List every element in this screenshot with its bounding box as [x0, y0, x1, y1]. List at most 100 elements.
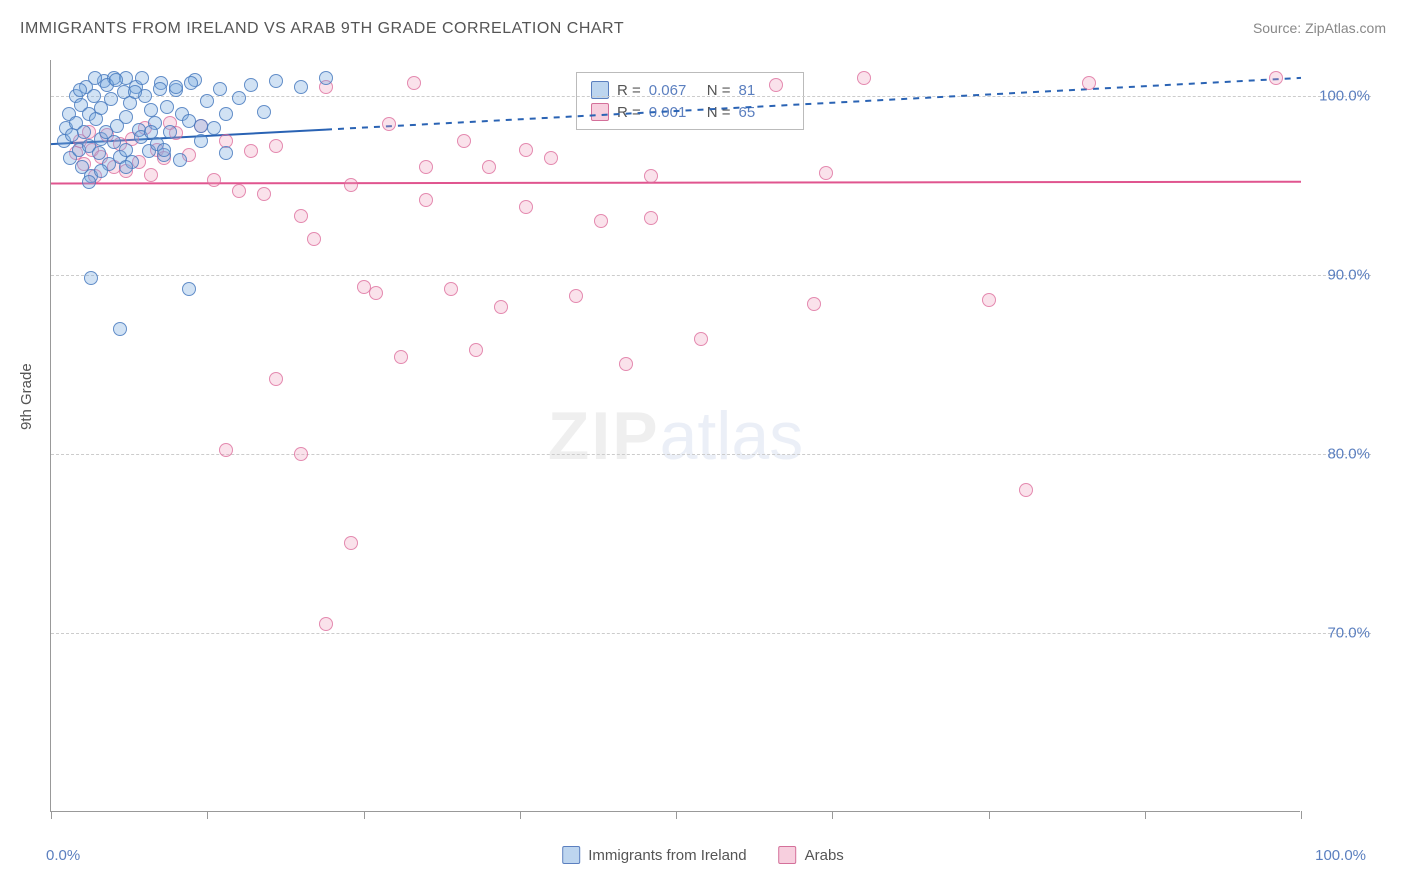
- scatter-point-series2: [419, 193, 433, 207]
- y-tick-label: 80.0%: [1306, 445, 1370, 462]
- y-tick-label: 70.0%: [1306, 624, 1370, 641]
- scatter-point-series1: [160, 100, 174, 114]
- scatter-point-series1: [194, 134, 208, 148]
- scatter-point-series2: [244, 144, 258, 158]
- scatter-point-series1: [82, 175, 96, 189]
- scatter-point-series2: [1082, 76, 1096, 90]
- scatter-point-series2: [644, 211, 658, 225]
- plot-area: ZIPatlas R = 0.067 N = 81 R = 0.001 N = …: [50, 60, 1300, 812]
- scatter-point-series1: [153, 82, 167, 96]
- scatter-point-series1: [219, 146, 233, 160]
- chart-title: IMMIGRANTS FROM IRELAND VS ARAB 9TH GRAD…: [20, 20, 624, 38]
- x-tick: [1145, 811, 1146, 819]
- trend-dashed-series1: [326, 78, 1301, 130]
- scatter-point-series2: [544, 151, 558, 165]
- x-tick: [676, 811, 677, 819]
- scatter-point-series1: [128, 85, 142, 99]
- scatter-point-series2: [694, 332, 708, 346]
- scatter-point-series1: [119, 110, 133, 124]
- scatter-point-series2: [269, 139, 283, 153]
- x-axis-max-label: 100.0%: [1315, 847, 1366, 864]
- scatter-point-series2: [482, 160, 496, 174]
- y-axis-label: 9th Grade: [18, 363, 35, 430]
- scatter-point-series1: [84, 271, 98, 285]
- x-tick: [832, 811, 833, 819]
- scatter-point-series1: [77, 125, 91, 139]
- legend-item-series1: Immigrants from Ireland: [562, 846, 746, 864]
- scatter-point-series1: [94, 164, 108, 178]
- scatter-point-series2: [382, 117, 396, 131]
- scatter-point-series2: [982, 293, 996, 307]
- legend-swatch-series1-icon: [562, 846, 580, 864]
- x-axis-min-label: 0.0%: [46, 847, 80, 864]
- bottom-legend: Immigrants from Ireland Arabs: [562, 846, 844, 864]
- scatter-point-series1: [213, 82, 227, 96]
- source-attribution: Source: ZipAtlas.com: [1253, 20, 1386, 36]
- scatter-point-series1: [294, 80, 308, 94]
- scatter-point-series2: [407, 76, 421, 90]
- scatter-point-series2: [344, 178, 358, 192]
- scatter-point-series2: [269, 372, 283, 386]
- scatter-point-series2: [1269, 71, 1283, 85]
- scatter-point-series2: [769, 78, 783, 92]
- scatter-point-series2: [219, 443, 233, 457]
- scatter-point-series1: [73, 83, 87, 97]
- scatter-point-series1: [119, 160, 133, 174]
- scatter-point-series2: [257, 187, 271, 201]
- scatter-point-series1: [157, 143, 171, 157]
- scatter-point-series2: [519, 200, 533, 214]
- scatter-point-series1: [144, 125, 158, 139]
- legend-item-series2: Arabs: [779, 846, 844, 864]
- scatter-point-series1: [182, 282, 196, 296]
- scatter-point-series1: [319, 71, 333, 85]
- scatter-point-series2: [444, 282, 458, 296]
- trend-lines: [51, 60, 1301, 812]
- y-tick-label: 90.0%: [1306, 266, 1370, 283]
- scatter-point-series2: [594, 214, 608, 228]
- scatter-point-series2: [394, 350, 408, 364]
- x-tick: [520, 811, 521, 819]
- scatter-point-series1: [200, 94, 214, 108]
- scatter-point-series2: [569, 289, 583, 303]
- scatter-point-series1: [207, 121, 221, 135]
- scatter-point-series1: [269, 74, 283, 88]
- scatter-point-series1: [194, 119, 208, 133]
- scatter-point-series1: [257, 105, 271, 119]
- scatter-point-series2: [344, 536, 358, 550]
- scatter-point-series2: [294, 447, 308, 461]
- y-tick-label: 100.0%: [1306, 87, 1370, 104]
- scatter-point-series1: [163, 125, 177, 139]
- scatter-point-series1: [184, 76, 198, 90]
- scatter-point-series1: [219, 107, 233, 121]
- scatter-point-series1: [169, 80, 183, 94]
- scatter-point-series1: [109, 73, 123, 87]
- legend-swatch-series2-icon: [779, 846, 797, 864]
- scatter-point-series1: [113, 322, 127, 336]
- scatter-point-series2: [494, 300, 508, 314]
- scatter-point-series2: [644, 169, 658, 183]
- scatter-point-series2: [807, 297, 821, 311]
- x-tick: [207, 811, 208, 819]
- x-tick: [364, 811, 365, 819]
- scatter-point-series2: [819, 166, 833, 180]
- scatter-point-series1: [135, 71, 149, 85]
- scatter-point-series2: [619, 357, 633, 371]
- legend-label-series2: Arabs: [805, 847, 844, 864]
- scatter-point-series2: [857, 71, 871, 85]
- scatter-point-series1: [232, 91, 246, 105]
- scatter-point-series2: [519, 143, 533, 157]
- legend-label-series1: Immigrants from Ireland: [588, 847, 746, 864]
- scatter-point-series2: [294, 209, 308, 223]
- scatter-point-series2: [469, 343, 483, 357]
- scatter-point-series2: [232, 184, 246, 198]
- x-tick: [989, 811, 990, 819]
- scatter-point-series2: [369, 286, 383, 300]
- scatter-point-series2: [307, 232, 321, 246]
- scatter-point-series2: [1019, 483, 1033, 497]
- scatter-point-series2: [457, 134, 471, 148]
- scatter-point-series2: [207, 173, 221, 187]
- scatter-point-series1: [244, 78, 258, 92]
- scatter-point-series2: [419, 160, 433, 174]
- scatter-point-series1: [173, 153, 187, 167]
- scatter-point-series2: [144, 168, 158, 182]
